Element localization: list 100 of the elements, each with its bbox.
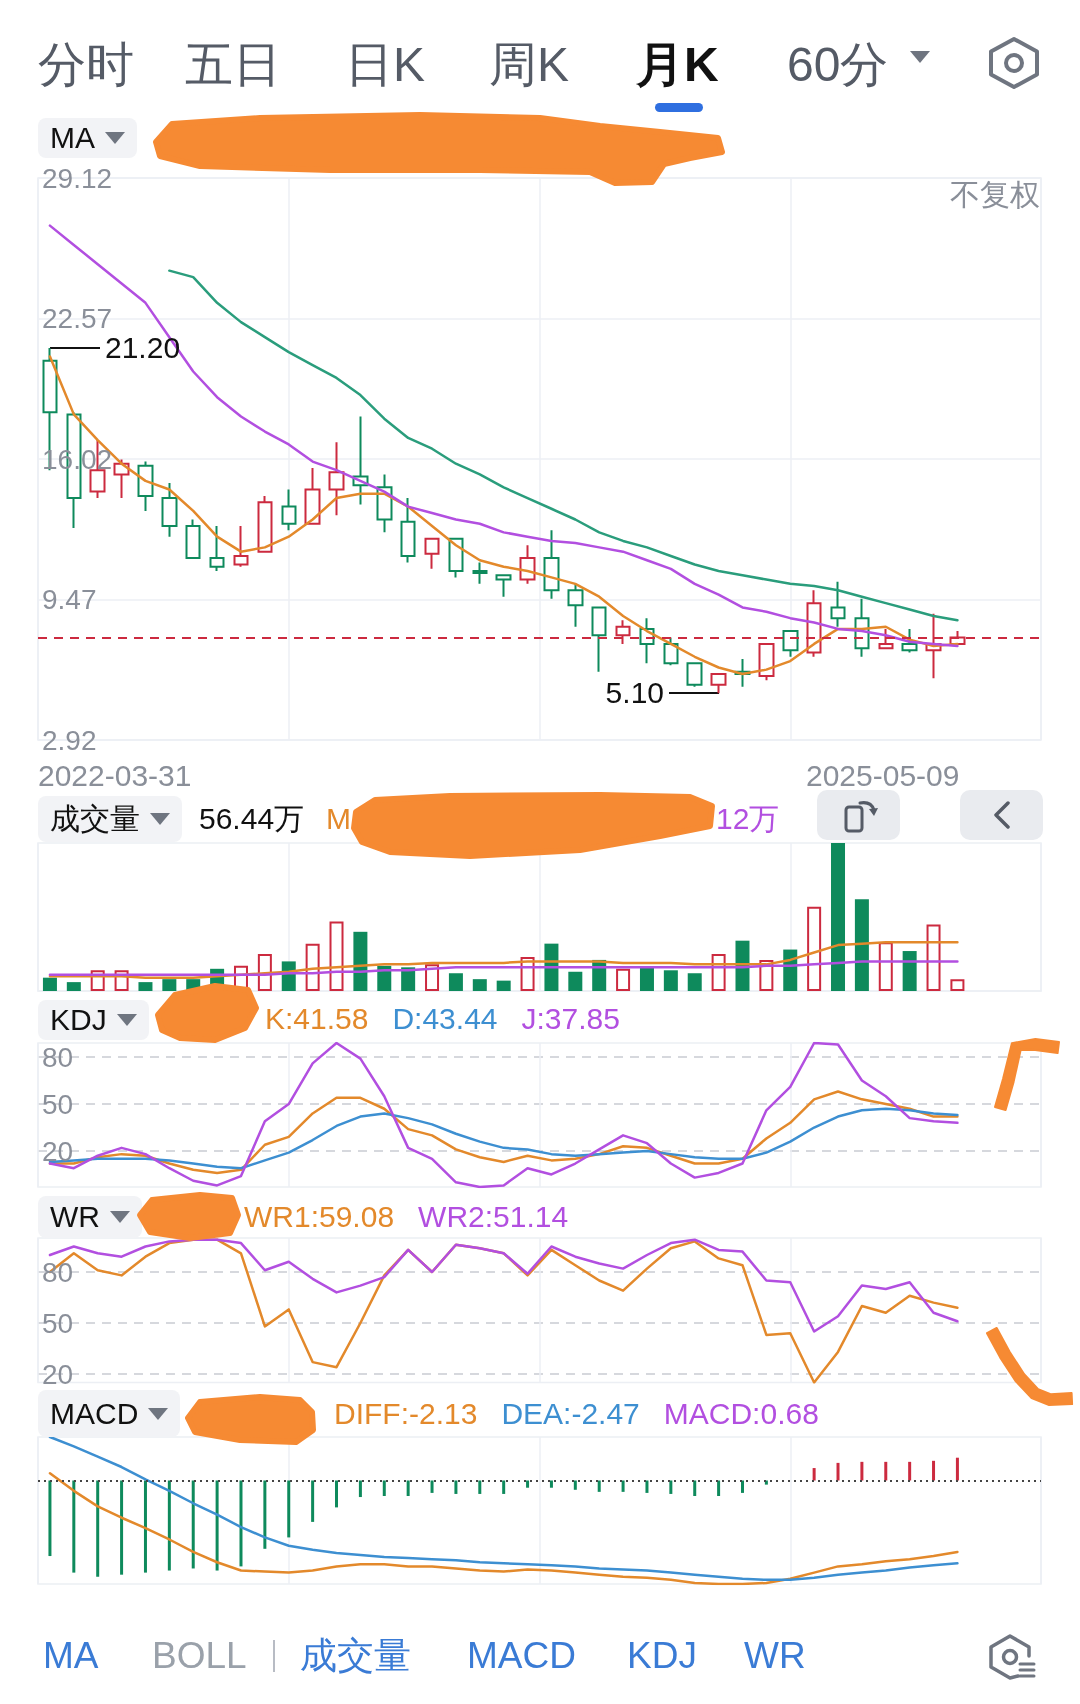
bar: [639, 967, 654, 991]
bar: [472, 979, 487, 991]
candlestick: [281, 488, 297, 532]
bar: [740, 1480, 744, 1493]
text: 56.44万: [199, 802, 305, 835]
bar: [425, 964, 440, 991]
bar: [162, 979, 177, 991]
bar: [854, 899, 869, 991]
bar: [908, 1461, 912, 1481]
y-tick-label: 50: [42, 1307, 74, 1339]
bar: [335, 1480, 339, 1508]
bar: [191, 1480, 195, 1569]
bar: [263, 1480, 267, 1549]
dropdown-button: 成交量: [38, 796, 182, 842]
candlestick: [448, 537, 464, 579]
y-tick-label: 2.92: [42, 724, 97, 756]
candlestick: [233, 524, 249, 568]
bar: [358, 1480, 362, 1498]
bar: [120, 1480, 124, 1575]
y-tick-label: 29.12: [42, 162, 113, 194]
candlestick: [901, 627, 918, 654]
bar: [878, 942, 893, 991]
bar: [311, 1480, 315, 1522]
candlestick: [591, 606, 607, 673]
bar: [573, 1480, 577, 1490]
bar: [454, 1480, 458, 1494]
candlestick: [400, 497, 416, 564]
text: DIFF:-2.13: [334, 1397, 478, 1430]
text: 2025-05-09: [806, 759, 960, 792]
bar: [215, 1480, 219, 1571]
candlestick: [161, 482, 178, 538]
y-tick-label: 80: [42, 1041, 74, 1073]
series-label: MACD:0.68: [663, 1397, 819, 1430]
candlestick: [782, 630, 799, 658]
bar: [138, 982, 153, 991]
bar: [884, 1461, 888, 1481]
bar: [305, 943, 320, 991]
bar: [478, 1480, 482, 1494]
candlestick: [304, 467, 321, 525]
text: J:37.85: [521, 1002, 620, 1035]
text: BOLL: [152, 1634, 247, 1676]
bar: [329, 921, 344, 991]
text: 月K: [636, 38, 719, 91]
candlestick: [495, 574, 512, 598]
text: D:43.44: [392, 1002, 498, 1035]
bar: [902, 951, 917, 991]
text: 日K: [345, 38, 426, 91]
candlestick: [758, 642, 775, 682]
text: MA: [43, 1634, 99, 1676]
text: 成交量: [300, 1634, 411, 1676]
bar: [693, 1480, 697, 1497]
text: 周K: [489, 38, 570, 91]
bar: [143, 1480, 147, 1573]
bar: [96, 1480, 100, 1577]
annotation: 21.20: [105, 331, 181, 364]
bar: [72, 1480, 76, 1573]
annotation: 5.10: [605, 676, 664, 709]
y-tick-label: 80: [42, 1256, 74, 1288]
bar: [807, 906, 822, 991]
bar: [831, 843, 846, 991]
candlestick: [257, 494, 273, 553]
bar: [663, 970, 678, 991]
bar: [645, 1480, 649, 1493]
candlestick: [567, 582, 584, 628]
text: 分时: [38, 38, 134, 91]
bar: [502, 1480, 506, 1494]
candlestick: [328, 441, 345, 517]
bar: [239, 1480, 243, 1567]
bar: [621, 1480, 625, 1492]
candlestick: [424, 537, 440, 570]
bar: [42, 977, 57, 991]
bar: [669, 1480, 673, 1494]
bar: [717, 1480, 721, 1497]
bar: [687, 973, 702, 991]
bar: [568, 971, 583, 991]
bar: [955, 1457, 959, 1481]
candlestick: [686, 662, 703, 688]
y-tick-label: 50: [42, 1088, 74, 1120]
candlestick: [710, 672, 727, 695]
text: K:41.58: [265, 1002, 369, 1035]
bar: [950, 979, 965, 991]
dropdown-button: MA: [38, 118, 137, 158]
candlestick: [209, 524, 225, 572]
dropdown-button: MACD: [38, 1390, 181, 1437]
bar: [932, 1460, 936, 1481]
bar: [382, 1480, 386, 1497]
text: 60分: [787, 38, 889, 91]
text: 五日: [185, 38, 281, 91]
text: M: [326, 802, 351, 835]
text: MACD: [467, 1634, 576, 1676]
bar: [549, 1480, 553, 1488]
bar: [597, 1480, 601, 1492]
bar: [430, 1480, 434, 1493]
text: KDJ: [627, 1634, 697, 1676]
y-tick-label: 20: [42, 1358, 74, 1390]
y-tick-label: 9.47: [42, 584, 97, 615]
candlestick: [472, 561, 488, 585]
candlestick: [137, 460, 154, 512]
candlestick: [830, 580, 846, 628]
bar: [812, 1468, 816, 1481]
